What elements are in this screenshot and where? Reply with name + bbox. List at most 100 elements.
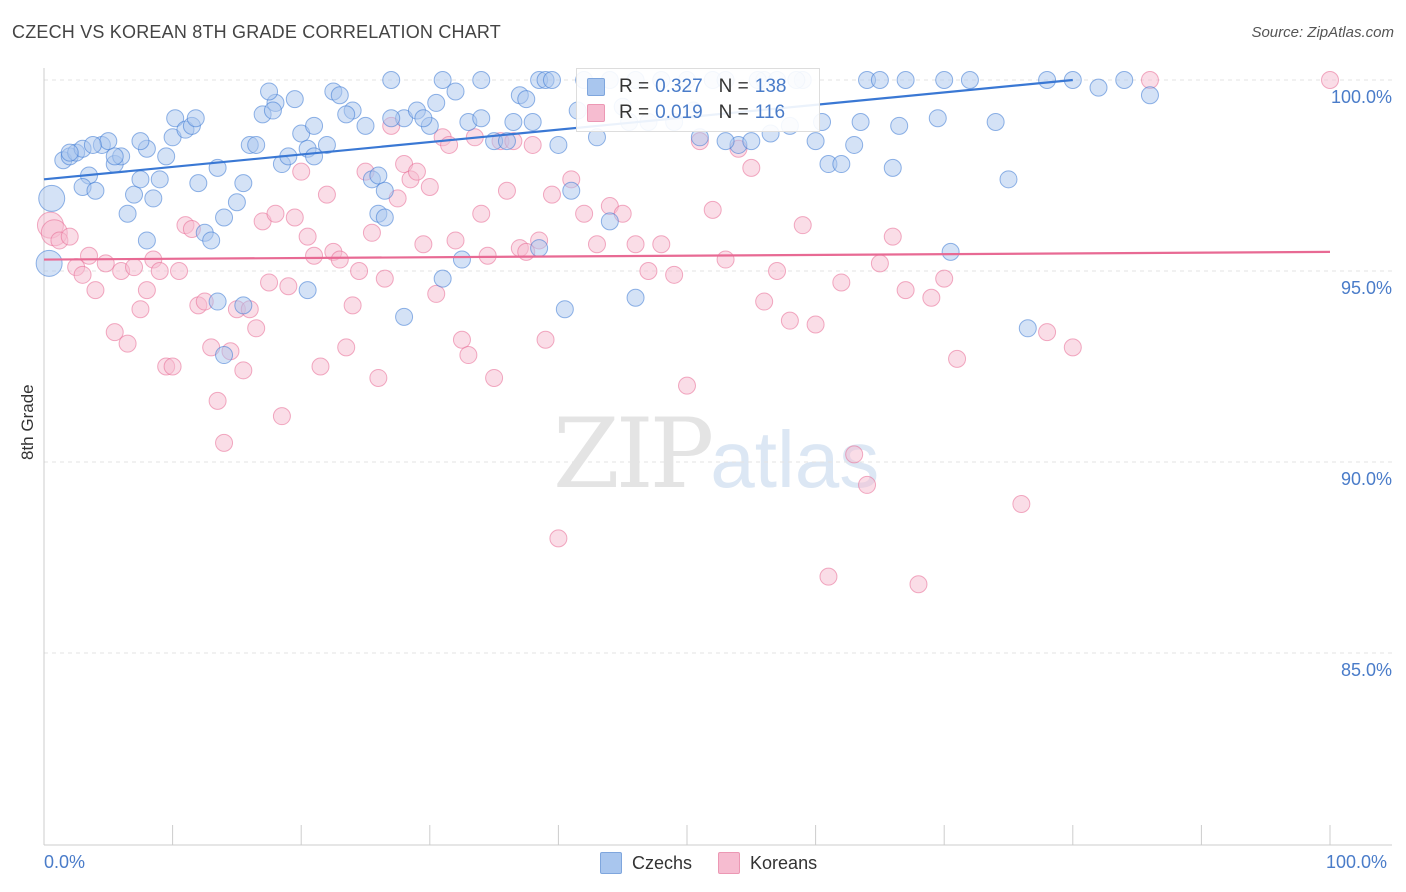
czech-point [298, 281, 317, 300]
koreans-n-label: N = [718, 102, 749, 123]
korean-point [260, 273, 279, 292]
czech-point [742, 132, 761, 151]
czech-point [414, 109, 433, 128]
korean-point [549, 529, 568, 548]
korean-point [60, 227, 79, 246]
czech-point [896, 71, 915, 89]
czech-point [260, 82, 279, 101]
legend-item-koreans[interactable]: Koreans [718, 852, 817, 874]
x-tick-100: 100.0% [1326, 852, 1388, 872]
czech-point [186, 109, 205, 128]
czech-point [472, 71, 491, 89]
czech-point [446, 82, 465, 101]
korean-point [427, 284, 446, 303]
korean-point [472, 204, 491, 223]
czechs-points [35, 71, 1159, 365]
czech-point [941, 242, 960, 261]
korean-point [292, 162, 311, 181]
czech-point [285, 90, 304, 109]
koreans-r-value: 0.019 [655, 102, 703, 123]
legend-czechs-label: Czechs [632, 852, 693, 873]
czech-point [832, 155, 851, 174]
korean-point [485, 368, 504, 387]
czech-point [369, 166, 388, 185]
korean-point [523, 135, 542, 154]
korean-point [362, 223, 381, 242]
korean-point [806, 315, 825, 334]
czech-point [883, 158, 902, 177]
korean-point [279, 277, 298, 296]
legend-item-czechs[interactable]: Czechs [600, 852, 692, 874]
czechs-trend-line [43, 78, 1073, 181]
korean-point [298, 227, 317, 246]
korean-point [858, 475, 877, 494]
korean-point [870, 254, 889, 273]
korean-point [497, 181, 516, 200]
koreans-trend-line [43, 250, 1331, 261]
korean-point [832, 273, 851, 292]
korean-point [131, 300, 150, 319]
korean-point [420, 177, 439, 196]
korean-point [639, 262, 658, 280]
czechs-r-value: 0.327 [655, 76, 703, 97]
korean-point [948, 349, 967, 368]
czech-point [35, 249, 63, 277]
czech-point [986, 113, 1005, 132]
legend-koreans-swatch [718, 852, 741, 874]
czech-point [150, 170, 169, 189]
korean-point [247, 319, 266, 338]
korean-point [542, 185, 561, 204]
czech-point [86, 181, 105, 200]
czech-point [806, 132, 825, 151]
korean-point [478, 246, 497, 265]
czech-point [851, 113, 870, 132]
korean-point [137, 281, 156, 300]
czech-point [935, 71, 954, 89]
source-label: Source: ZipAtlas.com [1251, 24, 1394, 41]
czech-point [928, 109, 947, 128]
czechs-n-label: N = [718, 76, 749, 97]
korean-point [125, 258, 144, 277]
czech-point [1038, 71, 1057, 89]
czech-point [208, 292, 227, 311]
czech-point [382, 109, 401, 128]
chart-title: CZECH VS KOREAN 8TH GRADE CORRELATION CH… [12, 22, 502, 42]
korean-point [678, 376, 696, 395]
czech-point [137, 231, 156, 250]
czech-point [99, 132, 118, 151]
korean-point [452, 330, 471, 349]
korean-point [285, 208, 304, 227]
y-tick-90: 90.0% [1340, 469, 1392, 489]
korean-point [234, 361, 253, 380]
czech-point [189, 174, 208, 193]
korean-point [909, 575, 928, 594]
czech-point [263, 101, 282, 120]
korean-point [86, 281, 105, 300]
czech-point [427, 93, 446, 112]
czech-point [555, 300, 574, 319]
korean-point [80, 246, 99, 265]
korean-point [170, 262, 189, 280]
czech-point [523, 113, 542, 132]
y-tick-85: 85.0% [1340, 660, 1392, 680]
korean-point [343, 296, 362, 315]
korean-point [446, 231, 465, 250]
korean-point [742, 158, 761, 177]
korean-point [536, 330, 555, 349]
korean-point [105, 323, 124, 342]
czech-point [234, 174, 253, 193]
korean-point [1063, 338, 1082, 357]
korean-point [896, 281, 915, 300]
korean-point [1321, 71, 1339, 89]
czech-point [433, 269, 452, 288]
czechs-r-label: R = [619, 76, 650, 97]
czech-point [215, 346, 234, 365]
czech-point [530, 239, 549, 258]
czech-point [157, 147, 176, 166]
czech-point [144, 189, 163, 208]
czech-point [375, 181, 394, 200]
czech-point [600, 212, 619, 231]
czech-point [375, 208, 394, 227]
korean-point [407, 162, 426, 181]
